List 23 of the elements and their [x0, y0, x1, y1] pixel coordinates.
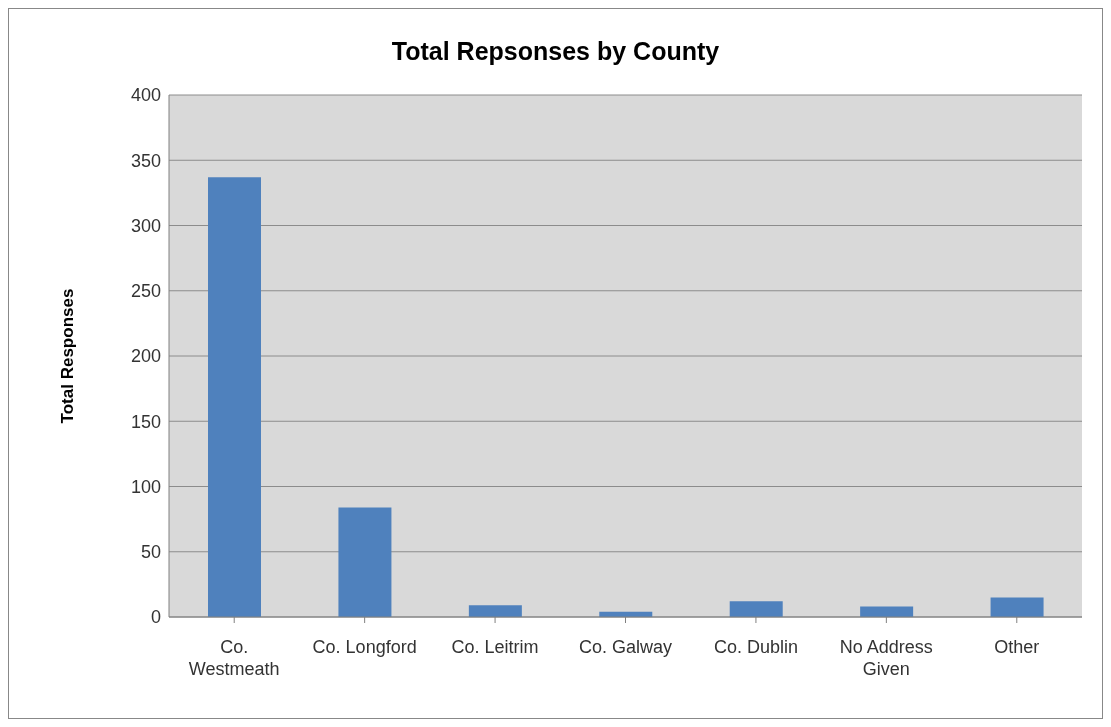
x-tick-label: No Address Given — [839, 637, 933, 679]
y-tick-label: 0 — [150, 607, 161, 628]
y-tick-label: 50 — [140, 542, 161, 563]
y-tick-label: 150 — [130, 411, 161, 432]
y-tick-label: 400 — [130, 85, 161, 106]
y-tick-label: 350 — [130, 150, 161, 171]
y-tick-label: 300 — [130, 215, 161, 236]
chart-title: Total Repsonses by County — [390, 36, 721, 67]
x-tick-label: Co. Westmeath — [188, 637, 280, 679]
bar — [468, 605, 522, 617]
y-tick-label: 250 — [130, 281, 161, 302]
y-tick-label: 100 — [130, 476, 161, 497]
x-tick-label: Co. Leitrim — [451, 637, 539, 657]
x-tick-label: Co. Longford — [312, 637, 417, 657]
y-tick-label: 200 — [130, 346, 161, 367]
x-tick-label: Co. Dublin — [713, 637, 798, 657]
y-axis-title: Total Responses — [58, 288, 78, 424]
x-tick-label: Co. Galway — [578, 637, 673, 657]
bar — [990, 597, 1044, 617]
x-tick-label: Other — [994, 637, 1040, 657]
bar — [208, 177, 261, 617]
bar — [729, 601, 783, 617]
bar — [338, 507, 392, 617]
